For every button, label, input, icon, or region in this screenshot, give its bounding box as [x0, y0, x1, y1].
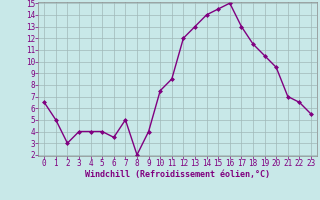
X-axis label: Windchill (Refroidissement éolien,°C): Windchill (Refroidissement éolien,°C): [85, 170, 270, 179]
